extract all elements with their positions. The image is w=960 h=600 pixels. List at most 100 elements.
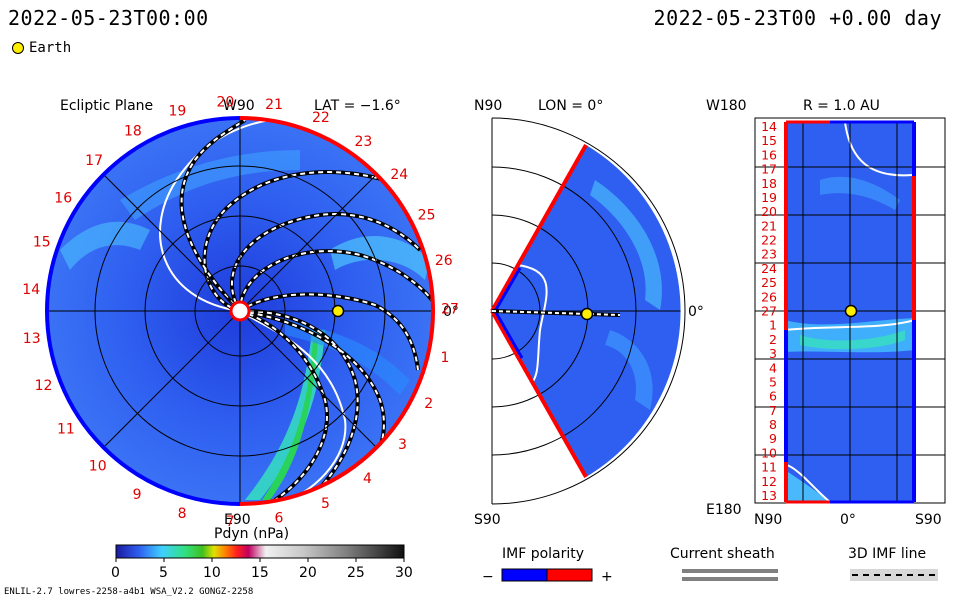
radial-bottom-label: E180 xyxy=(706,502,742,518)
carrington-number-ring: 20 21222324252627123456789101112131415161… xyxy=(22,95,459,530)
ecliptic-right-label: 0° xyxy=(443,304,459,320)
radial-x-label-s90: S90 xyxy=(915,512,942,528)
radial-y-label: 13 xyxy=(761,488,777,503)
colorbar-title: Pdyn (nPa) xyxy=(214,526,289,542)
carrington-number: 12 xyxy=(35,378,53,394)
radial-y-label: 18 xyxy=(761,176,777,191)
earth-marker xyxy=(331,304,345,318)
ecliptic-lat-label: LAT = −1.6° xyxy=(314,98,401,114)
carrington-number: 19 xyxy=(168,104,186,120)
radial-y-label: 6 xyxy=(769,389,777,404)
radial-y-label: 19 xyxy=(761,190,777,205)
radial-y-label: 8 xyxy=(769,417,777,432)
carrington-number: 26 xyxy=(435,253,453,269)
carrington-number: 6 xyxy=(274,510,283,526)
meridional-bottom-label: S90 xyxy=(474,512,501,528)
colorbar-tick-10: 10 xyxy=(203,565,221,581)
radial-y-label: 5 xyxy=(769,375,777,390)
carrington-number: 5 xyxy=(321,496,330,512)
imf-plus-label: + xyxy=(601,569,613,585)
radial-y-label: 3 xyxy=(769,346,777,361)
imf-minus-label: − xyxy=(482,569,494,585)
colorbar-tick-15: 15 xyxy=(251,565,269,581)
meridional-right-label: 0° xyxy=(688,304,704,320)
carrington-number: 15 xyxy=(33,235,51,251)
colorbar-tick-5: 5 xyxy=(159,565,168,581)
radial-top-label: W180 xyxy=(706,98,747,114)
carrington-number: 9 xyxy=(133,487,142,503)
meridional-top-label: N90 xyxy=(474,98,502,114)
current-sheath-title: Current sheath xyxy=(670,546,775,562)
radial-x-label-0: 0° xyxy=(840,512,856,528)
carrington-number: 25 xyxy=(418,208,436,224)
ecliptic-top-label: W90 xyxy=(223,98,255,114)
imf-polarity-title: IMF polarity xyxy=(502,546,584,562)
ecliptic-title: Ecliptic Plane xyxy=(60,98,153,114)
carrington-number: 16 xyxy=(54,191,72,207)
carrington-number: 27 xyxy=(441,302,459,318)
carrington-number: 3 xyxy=(398,437,407,453)
carrington-number: 13 xyxy=(23,331,41,347)
radial-y-label: 12 xyxy=(761,474,777,489)
meridional-panel: N90 LON = 0° S90 0° xyxy=(474,98,704,528)
timestamp-right: 2022-05-23T00 +0.00 day xyxy=(653,6,942,30)
carrington-number: 17 xyxy=(85,153,103,169)
radial-y-label: 10 xyxy=(761,445,777,460)
imf-polarity-legend: IMF polarity − + xyxy=(482,546,613,585)
carrington-number: 21 xyxy=(265,97,283,113)
timestamp-left: 2022-05-23T00:00 xyxy=(8,6,209,30)
earth-marker-icon xyxy=(12,42,24,54)
carrington-number: 1 xyxy=(440,350,449,366)
carrington-number: 14 xyxy=(22,282,40,298)
carrington-number: 4 xyxy=(363,471,372,487)
current-sheath-legend: Current sheath xyxy=(670,546,778,581)
carrington-number: 11 xyxy=(57,421,75,437)
colorbar-tick-30: 30 xyxy=(395,565,413,581)
carrington-number: 10 xyxy=(89,458,107,474)
colorbar-tick-25: 25 xyxy=(347,565,365,581)
radial-y-label: 20 xyxy=(761,204,777,219)
colorbar-tick-0: 0 xyxy=(111,565,120,581)
radial-y-labels: 1415161718192021222324252627123456789101… xyxy=(761,119,777,503)
radial-y-label: 23 xyxy=(761,247,777,262)
imf-line-title: 3D IMF line xyxy=(848,546,926,562)
radial-y-label: 21 xyxy=(761,218,777,233)
radial-y-label: 27 xyxy=(761,304,777,319)
earth-marker-meridional xyxy=(580,307,594,321)
radial-y-label: 16 xyxy=(761,147,777,162)
carrington-number: 22 xyxy=(312,110,330,126)
radial-y-label: 7 xyxy=(769,403,777,418)
earth-marker-radial xyxy=(844,304,858,318)
ecliptic-panel: Ecliptic Plane LAT = −1.6° W90 E90 0° 20… xyxy=(22,95,459,530)
radial-y-label: 4 xyxy=(769,360,777,375)
radial-y-label: 2 xyxy=(769,332,777,347)
model-info: ENLIL-2.7 lowres-2258-a4b1 WSA_V2.2 GONG… xyxy=(4,587,254,597)
radial-y-label: 15 xyxy=(761,133,777,148)
carrington-number: 18 xyxy=(124,123,142,139)
radial-y-label: 22 xyxy=(761,233,777,248)
carrington-number: 24 xyxy=(390,167,408,183)
radial-y-label: 26 xyxy=(761,289,777,304)
carrington-number: 20 xyxy=(216,95,234,111)
carrington-number: 8 xyxy=(178,506,187,522)
radial-panel: W180 R = 1.0 AU E180 N90 0° S90 14151617… xyxy=(706,98,946,528)
radial-r-label: R = 1.0 AU xyxy=(803,98,880,114)
radial-y-label: 25 xyxy=(761,275,777,290)
meridional-lon-label: LON = 0° xyxy=(538,98,603,114)
imf-line-legend: 3D IMF line xyxy=(848,546,938,581)
radial-x-label-n90: N90 xyxy=(754,512,782,528)
radial-y-label: 11 xyxy=(761,460,777,475)
earth-legend-label: Earth xyxy=(29,40,72,56)
radial-y-label: 24 xyxy=(761,261,777,276)
ecliptic-bottom-label: E90 xyxy=(224,512,251,528)
carrington-number: 23 xyxy=(354,134,372,150)
colorbar-tick-20: 20 xyxy=(299,565,317,581)
radial-y-label: 1 xyxy=(769,318,777,333)
carrington-number: 2 xyxy=(424,396,433,412)
carrington-number: 7 xyxy=(226,514,235,530)
radial-y-label: 17 xyxy=(761,162,777,177)
colorbar: Pdyn (nPa) 0 5 10 15 20 25 30 xyxy=(111,526,413,581)
radial-y-label: 9 xyxy=(769,431,777,446)
radial-y-label: 14 xyxy=(761,119,777,134)
